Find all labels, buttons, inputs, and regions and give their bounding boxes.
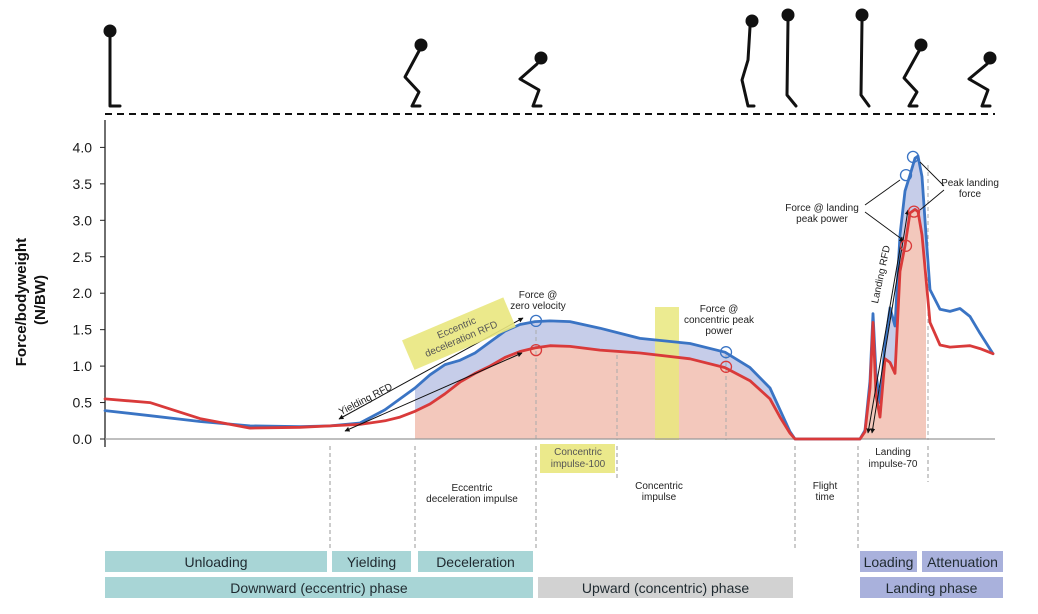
red-point-marker xyxy=(907,205,921,218)
blue-point-marker xyxy=(906,150,920,164)
force-zero-velocity-label-line-1: zero velocity xyxy=(510,301,566,312)
concentric-highlight-bar xyxy=(655,307,679,440)
stick-figure-deep-squat xyxy=(518,51,548,108)
stick-figure-squat-down xyxy=(403,38,428,108)
figure-body xyxy=(740,25,756,108)
y-tick-label: 3.0 xyxy=(73,212,93,228)
phase-dividers xyxy=(329,165,929,548)
phase-row1-label: Yielding xyxy=(347,554,396,570)
red-point-marker xyxy=(529,343,543,357)
leader-line xyxy=(919,189,945,211)
axes: 0.0 0.5 1.0 1.5 2.0 2.5 3.0 3.5 4.0 xyxy=(73,120,995,447)
blue-point-marker xyxy=(719,346,733,359)
force-concentric-peak-label-line-1: concentric peak xyxy=(684,315,755,326)
eccentric-decel-impulse-label-line-1: deceleration impulse xyxy=(426,494,518,505)
phase-row1-label: Deceleration xyxy=(436,554,515,570)
y-tick-label: 4.0 xyxy=(73,139,93,155)
force-zero-velocity-label-line-0: Force @ xyxy=(519,290,558,301)
eccentric-rfd-highlight xyxy=(402,297,516,370)
y-tick-label: 3.5 xyxy=(73,176,93,192)
y-tick-label: 2.5 xyxy=(73,249,93,265)
leader-line xyxy=(864,179,901,206)
force-landing-peak-label-line-0: Force @ landing xyxy=(785,203,859,214)
stick-figure-landing-squat xyxy=(902,38,928,108)
figure-body xyxy=(785,19,798,108)
force-concentric-peak-label-line-2: power xyxy=(705,326,733,337)
y-axis-title-line2: (N/BW) xyxy=(32,275,49,325)
phase-row2-bar xyxy=(105,577,533,598)
phase-row2-label: Upward (concentric) phase xyxy=(582,580,750,596)
y-tick-label: 1.5 xyxy=(73,322,93,338)
figure-body xyxy=(967,62,992,108)
phase-row1-bar xyxy=(922,551,1003,572)
stick-figure-extending xyxy=(740,14,759,108)
concentric-impulse-label-line-1: impulse xyxy=(642,492,677,503)
highlight-bars xyxy=(655,307,679,440)
blue-point-marker xyxy=(899,168,913,182)
landing-rfd-label: Landing RFD xyxy=(870,245,893,305)
concentric-impulse-100-label-line-1: impulse-100 xyxy=(551,459,606,470)
point-markers xyxy=(529,150,921,373)
y-axis-title: Force/bodyweight (N/BW) xyxy=(13,234,49,367)
phase-row2-label: Landing phase xyxy=(886,580,978,596)
phase-row2-bar xyxy=(538,577,793,598)
phase-row1-label: Attenuation xyxy=(927,554,998,570)
figure-head xyxy=(983,51,997,65)
concentric-impulse-100-highlight xyxy=(540,444,615,473)
figure-head xyxy=(781,8,795,22)
figure-head xyxy=(414,38,428,52)
phase-row1-bar xyxy=(332,551,411,572)
figure-head xyxy=(855,8,869,22)
stick-figure-landing-deep xyxy=(967,51,997,108)
stick-figures xyxy=(103,8,997,108)
peak-landing-force-label-line-1: force xyxy=(959,189,982,200)
flight-time-label-line-1: time xyxy=(816,492,835,503)
y-tick-label: 1.0 xyxy=(73,358,93,374)
figure-body xyxy=(108,35,122,108)
figure-head xyxy=(745,14,759,28)
phase-row2-label: Downward (eccentric) phase xyxy=(230,580,408,596)
rfd-arrow xyxy=(870,209,910,434)
y-tick-label: 2.0 xyxy=(73,285,93,301)
force-concentric-peak-label-line-0: Force @ xyxy=(700,304,739,315)
figure-body xyxy=(403,49,422,108)
rfd-arrow xyxy=(344,352,523,432)
stick-figure-landing-contact xyxy=(855,8,871,108)
blue-point-marker xyxy=(529,314,543,328)
eccentric-decel-impulse-label-line-0: Eccentric xyxy=(451,483,492,494)
stick-figure-airborne xyxy=(781,8,798,108)
figure-body xyxy=(902,49,921,108)
peak-landing-force-label-line-0: Peak landing xyxy=(941,178,999,189)
phase-row1-label: Loading xyxy=(864,554,914,570)
landing-impulse-label-line-0: Landing xyxy=(875,447,911,458)
concentric-impulse-100-label-line-0: Concentric xyxy=(554,447,602,458)
y-axis-title-line1: Force/bodyweight xyxy=(13,238,30,366)
red-point-marker xyxy=(899,239,913,252)
phase-row1-bar xyxy=(105,551,327,572)
force-landing-peak-label-line-1: peak power xyxy=(796,214,848,225)
leader-line xyxy=(864,211,904,241)
phase-row1-bar xyxy=(860,551,917,572)
phase-bars: Unloading Yielding Deceleration Loading Atte… xyxy=(105,551,1003,598)
phase-row2-bar xyxy=(860,577,1003,598)
landing-impulse-label-line-1: impulse-70 xyxy=(869,459,918,470)
figure-head xyxy=(103,24,117,38)
figure-head xyxy=(914,38,928,52)
stick-figure-standing xyxy=(103,24,122,108)
phase-row1-bar xyxy=(418,551,533,572)
y-tick-label: 0.5 xyxy=(73,395,93,411)
figure-head xyxy=(534,51,548,65)
flight-time-label-line-0: Flight xyxy=(813,481,838,492)
y-tick-label: 0.0 xyxy=(73,431,93,447)
concentric-impulse-label-line-0: Concentric xyxy=(635,481,683,492)
figure-body xyxy=(518,62,543,108)
phase-row1-label: Unloading xyxy=(184,554,247,570)
figure-body xyxy=(859,19,871,108)
red-point-marker xyxy=(719,360,733,373)
leader-line xyxy=(919,161,945,187)
